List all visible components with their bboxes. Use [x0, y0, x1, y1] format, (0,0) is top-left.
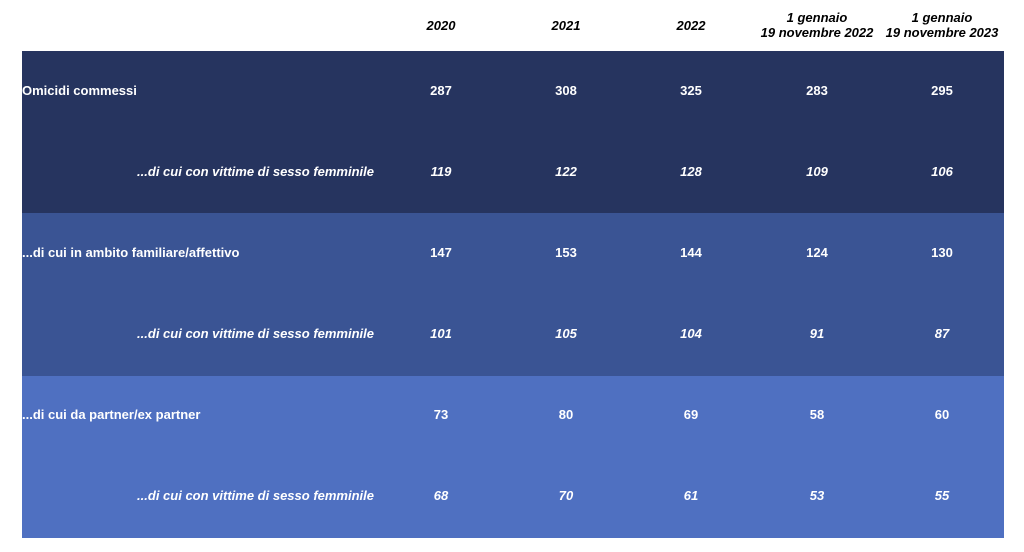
cell-2020: 287: [430, 83, 452, 98]
cell-2020: 68: [433, 488, 449, 503]
cell-2021: 80: [558, 407, 574, 422]
table-row: ...di cui in ambito familiare/affettivo …: [22, 243, 1004, 263]
cell-period-2023: 60: [934, 407, 950, 422]
band-omicidi-commessi: [22, 51, 1004, 213]
cell-2021: 70: [558, 488, 574, 503]
row-label: ...di cui da partner/ex partner: [22, 407, 201, 422]
column-header-2020: 2020: [426, 17, 456, 33]
cell-2022: 325: [680, 83, 702, 98]
cell-2022: 128: [680, 164, 702, 179]
cell-2022: 104: [680, 326, 702, 341]
table-row: ...di cui con vittime di sesso femminile…: [22, 162, 1004, 182]
row-label: ...di cui con vittime di sesso femminile: [137, 488, 374, 503]
cell-period-2022: 283: [806, 83, 828, 98]
cell-2021: 153: [555, 245, 577, 260]
column-header-period-2023: 1 gennaio 19 novembre 2023: [885, 10, 999, 40]
cell-period-2023: 55: [934, 488, 950, 503]
cell-2020: 73: [433, 407, 449, 422]
cell-2020: 119: [430, 164, 452, 179]
table-header: 2020 2021 2022 1 gennaio 19 novembre 202…: [0, 0, 1024, 50]
table-row: ...di cui con vittime di sesso femminile…: [22, 486, 1004, 506]
row-label: ...di cui con vittime di sesso femminile: [137, 164, 374, 179]
cell-2022: 69: [683, 407, 699, 422]
cell-period-2022: 91: [809, 326, 825, 341]
cell-2020: 147: [430, 245, 452, 260]
table-row: ...di cui con vittime di sesso femminile…: [22, 324, 1004, 344]
data-table: Omicidi commessi 287 308 325 283 295 ...…: [22, 51, 1004, 538]
cell-2022: 61: [683, 488, 699, 503]
cell-period-2022: 124: [806, 245, 828, 260]
cell-period-2023: 87: [934, 326, 950, 341]
cell-2020: 101: [430, 326, 452, 341]
band-ambito-familiare: [22, 213, 1004, 376]
table-row: Omicidi commessi 287 308 325 283 295: [22, 81, 1004, 101]
row-label: ...di cui con vittime di sesso femminile: [137, 326, 374, 341]
row-label: ...di cui in ambito familiare/affettivo: [22, 245, 240, 260]
cell-2021: 105: [555, 326, 577, 341]
cell-2021: 122: [555, 164, 577, 179]
column-header-period-2022: 1 gennaio 19 novembre 2022: [760, 10, 874, 40]
column-header-2021: 2021: [551, 17, 581, 33]
table-row: ...di cui da partner/ex partner 73 80 69…: [22, 405, 1004, 425]
row-label: Omicidi commessi: [22, 83, 137, 98]
cell-period-2022: 53: [809, 488, 825, 503]
cell-period-2023: 295: [931, 83, 953, 98]
cell-period-2023: 130: [931, 245, 953, 260]
cell-period-2023: 106: [931, 164, 953, 179]
column-header-2022: 2022: [676, 17, 706, 33]
cell-2022: 144: [680, 245, 702, 260]
cell-2021: 308: [555, 83, 577, 98]
cell-period-2022: 58: [809, 407, 825, 422]
cell-period-2022: 109: [806, 164, 828, 179]
band-partner: [22, 376, 1004, 538]
